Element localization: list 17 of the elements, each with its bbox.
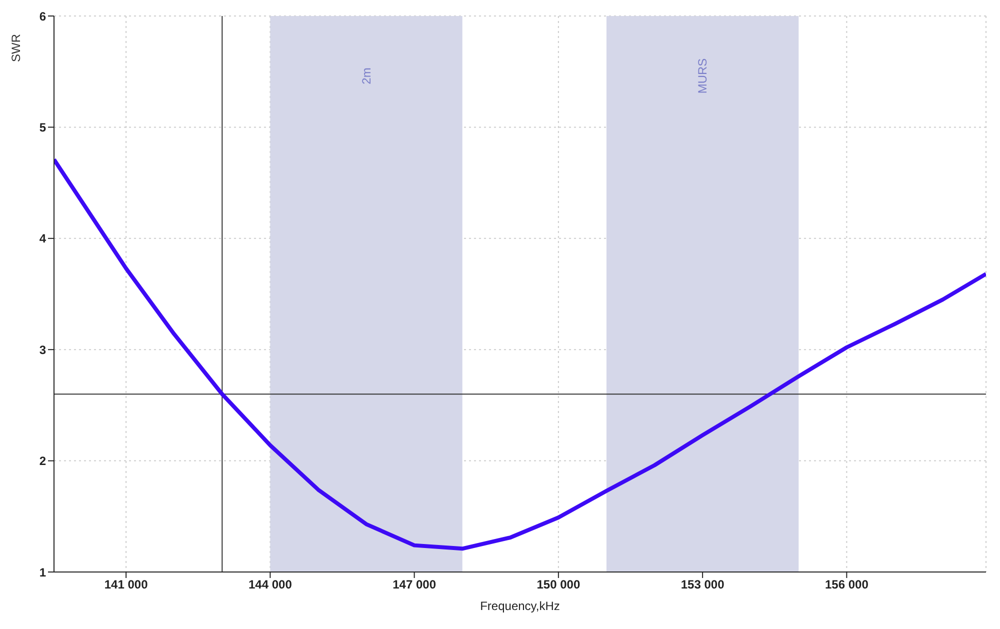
y-tick-label: 3 [39,342,46,357]
x-tick-label: 144 000 [248,578,292,592]
y-tick-label: 1 [39,565,46,580]
line-series [54,157,986,551]
band-label: 2m [359,68,374,84]
y-axis-title: SWR [9,34,23,62]
y-tick-label: 4 [39,232,46,246]
y-tick-label: 5 [39,120,46,134]
x-tick-label: 141 000 [104,578,148,592]
y-tick-label: 2 [39,454,46,468]
x-tick-label: 150 000 [536,578,580,592]
y-tick-label: 6 [39,9,46,24]
x-tick-label: 147 000 [392,578,436,592]
x-tick-label: 156 000 [824,578,869,592]
x-tick-label: 153 000 [680,578,725,592]
x-axis-title: Frequency,kHz [480,599,560,613]
band-label: MURS [696,58,710,94]
